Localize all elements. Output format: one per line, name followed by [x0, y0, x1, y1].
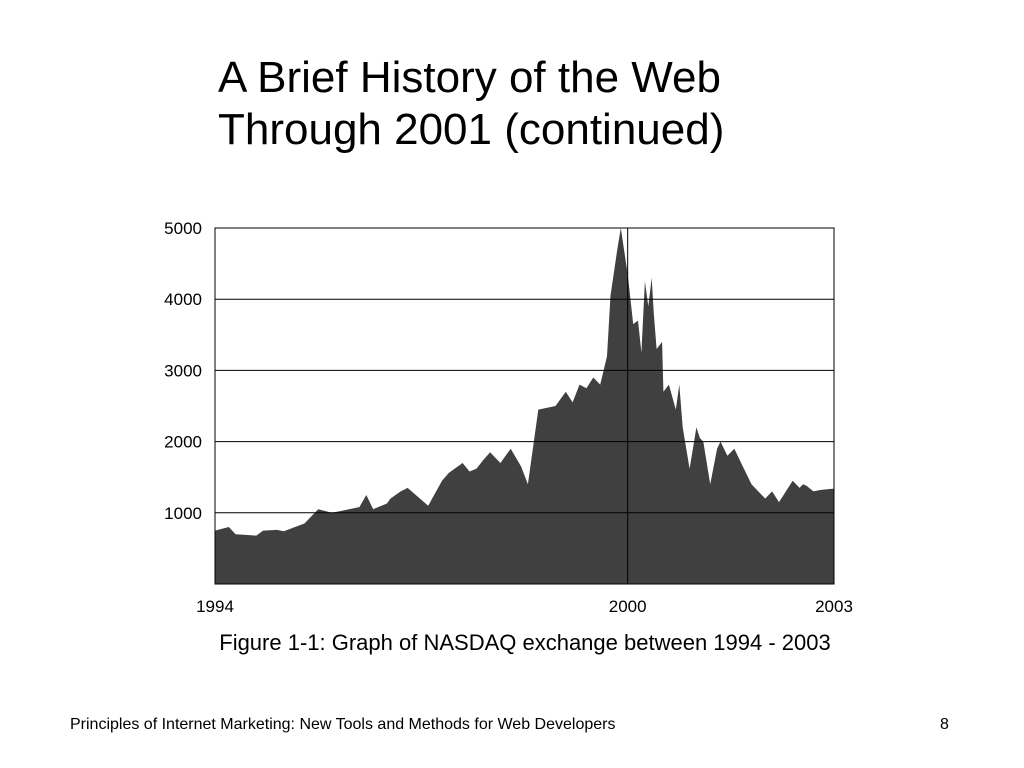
title-main: Through 2001 [218, 105, 492, 154]
x-tick-label-1994: 1994 [196, 597, 234, 616]
plot-frame [214, 227, 835, 585]
x-tick-label-2003: 2003 [815, 597, 853, 616]
x-tick-label-2000: 2000 [609, 597, 647, 616]
title-suffix: (continued) [504, 105, 725, 154]
page-number: 8 [940, 716, 949, 733]
nasdaq-area [215, 228, 834, 584]
title-line-1: A Brief History of the Web [218, 53, 721, 102]
footer-book-subtitle: New Tools and Methods for Web Developers [299, 716, 616, 733]
y-tick-label-1000: 1000 [164, 504, 202, 523]
footer-text: Principles of Internet Marketing: New To… [70, 716, 615, 734]
y-tick-label-4000: 4000 [164, 290, 202, 309]
title-line-2: Through 2001 (continued) [218, 104, 918, 156]
y-tick-label-5000: 5000 [164, 219, 202, 238]
figure-caption: Figure 1-1: Graph of NASDAQ exchange bet… [219, 630, 831, 655]
footer-book-title: Principles of Internet Marketing: [70, 716, 295, 733]
y-tick-label-2000: 2000 [164, 433, 202, 452]
y-tick-label-3000: 3000 [164, 361, 202, 380]
slide-title: A Brief History of the Web Through 2001 … [218, 52, 918, 156]
